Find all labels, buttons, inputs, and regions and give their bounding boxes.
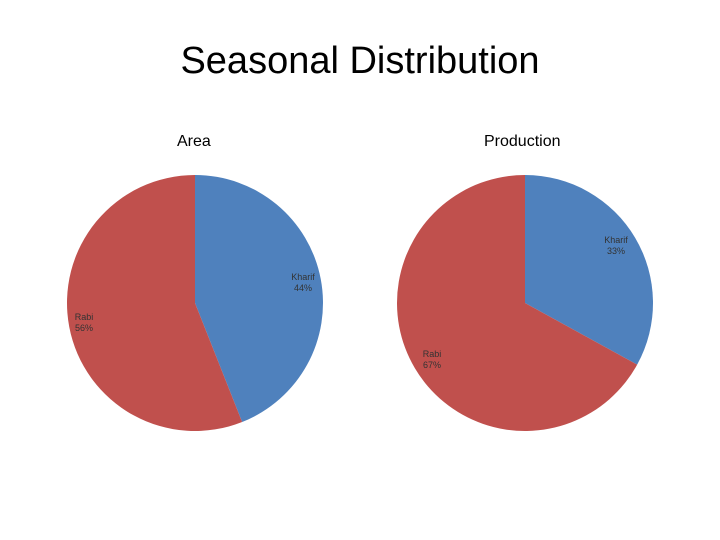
area-label-kharif: Kharif 44% — [291, 272, 315, 293]
area-slice-rabi — [66, 175, 243, 431]
production-slice-rabi — [397, 175, 638, 431]
area-label-rabi: Rabi 56% — [75, 312, 94, 333]
area-slice-kharif — [195, 175, 323, 423]
production-label-rabi: Rabi 67% — [423, 349, 442, 370]
slide-title: Seasonal Distribution — [180, 40, 540, 82]
production-slice-kharif — [525, 175, 654, 365]
production-chart-title: Production — [484, 133, 561, 150]
area-chart-title: Area — [177, 133, 211, 150]
production-label-kharif: Kharif 33% — [604, 235, 628, 256]
